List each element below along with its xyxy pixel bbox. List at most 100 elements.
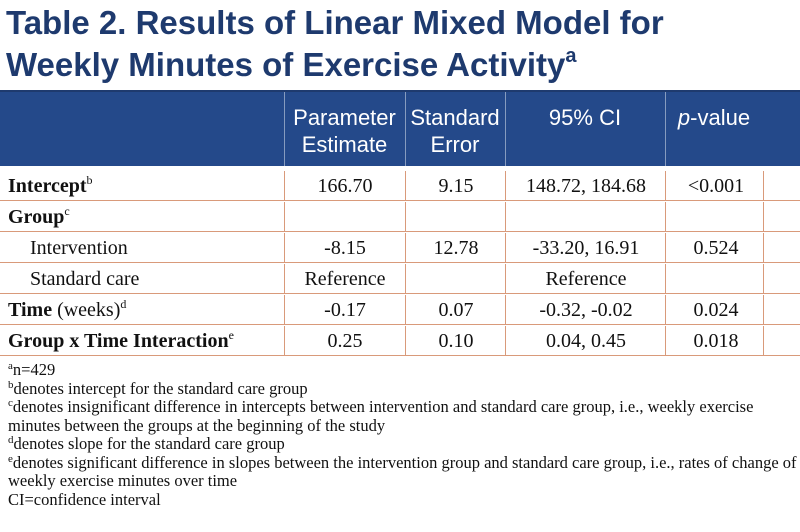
column-divider: [763, 326, 764, 355]
row-label-text: Time: [8, 299, 53, 321]
column-divider: [763, 202, 764, 231]
col-header-ci: 95% CI: [548, 105, 622, 130]
table-row: Interceptb 166.70 9.15 148.72, 184.68 <0.001: [0, 171, 800, 201]
table-title: Table 2. Results of Linear Mixed Model f…: [6, 2, 796, 86]
column-divider: [405, 295, 406, 324]
column-divider: [405, 326, 406, 355]
cell-estimate: -8.15: [324, 237, 366, 259]
table-title-footnote-mark: a: [565, 45, 577, 67]
footnote-mark: d: [8, 434, 14, 446]
footnote-text: denotes slope for the standard care grou…: [13, 434, 285, 453]
cell-ci: 148.72, 184.68: [526, 175, 646, 197]
cell-estimate: -0.17: [324, 299, 366, 321]
row-footnote-mark: c: [64, 204, 70, 218]
footnote-text: CI=confidence interval: [8, 489, 161, 509]
cell-ci: Reference: [545, 268, 627, 290]
row-label: Standard care: [30, 264, 139, 294]
row-label-text: Group x Time Interaction: [8, 330, 229, 352]
column-divider: [665, 202, 666, 231]
column-divider: [763, 171, 764, 200]
row-label-suffix: (weeks): [52, 299, 121, 321]
column-divider: [284, 171, 285, 200]
cell-pvalue: 0.024: [693, 299, 739, 321]
footnote: ddenotes slope for the standard care gro…: [8, 434, 798, 454]
footnote-text: n=429: [12, 360, 56, 379]
column-divider: [665, 326, 666, 355]
column-divider: [284, 264, 285, 293]
column-divider: [405, 264, 406, 293]
header-divider: [284, 92, 285, 166]
column-divider: [763, 233, 764, 262]
row-footnote-mark: e: [228, 328, 234, 342]
cell-estimate: Reference: [304, 268, 386, 290]
cell-pvalue: 0.524: [693, 237, 739, 259]
table-row: Groupc: [0, 202, 800, 232]
column-divider: [665, 295, 666, 324]
column-divider: [505, 264, 506, 293]
table-row: Time (weeks)d -0.17 0.07 -0.32, -0.02 0.024: [0, 295, 800, 325]
footnote-mark: a: [8, 360, 13, 372]
row-label: Interceptb: [8, 171, 93, 201]
column-divider: [284, 295, 285, 324]
row-label: Groupc: [8, 202, 70, 232]
column-divider: [284, 326, 285, 355]
column-divider: [665, 233, 666, 262]
row-label: Intervention: [30, 233, 128, 263]
col-header-se: Standard Error: [410, 105, 500, 157]
column-divider: [763, 264, 764, 293]
cell-estimate: 0.25: [327, 330, 363, 352]
cell-pvalue: [636, 264, 796, 294]
table-row: Standard care Reference Reference: [0, 264, 800, 294]
column-divider: [505, 295, 506, 324]
row-label: Group x Time Interactione: [8, 326, 234, 356]
cell-pvalue: [636, 202, 796, 232]
footnote: edenotes significant difference in slope…: [8, 452, 798, 491]
column-divider: [665, 264, 666, 293]
footnote-mark: c: [8, 397, 13, 409]
cell-pvalue: 0.018: [693, 330, 739, 352]
row-footnote-mark: b: [86, 173, 93, 187]
footnote-text: denotes insignificant difference in inte…: [8, 397, 754, 435]
header-divider: [665, 92, 666, 166]
header-divider: [505, 92, 506, 166]
column-divider: [665, 171, 666, 200]
footnote: bdenotes intercept for the standard care…: [8, 378, 798, 399]
column-divider: [284, 202, 285, 231]
row-label-text: Standard care: [30, 268, 140, 290]
header-divider: [405, 92, 406, 166]
table-row: Group x Time Interactione 0.25 0.10 0.04, 0…: [0, 326, 800, 356]
row-label-text: Intercept: [8, 175, 87, 197]
cell-estimate: 166.70: [317, 175, 373, 197]
column-divider: [405, 233, 406, 262]
column-divider: [505, 171, 506, 200]
cell-ci: 0.04, 0.45: [546, 330, 626, 352]
column-divider: [763, 295, 764, 324]
footnote-text: denotes significant difference in slopes…: [8, 452, 797, 490]
footnote-text: denotes intercept for the standard care …: [13, 378, 308, 398]
col-header-pvalue-rest: -value: [690, 105, 751, 130]
col-header-estimate: Parameter Estimate: [293, 105, 396, 157]
row-label-text: Intervention: [30, 237, 128, 259]
column-divider: [405, 171, 406, 200]
cell-se: 9.15: [438, 175, 474, 197]
column-divider: [405, 202, 406, 231]
cell-se: 0.10: [438, 330, 474, 352]
column-divider: [505, 326, 506, 355]
footnote-mark: e: [8, 452, 13, 465]
table-header: Parameter Estimate Standard Error 95% CI…: [0, 92, 800, 166]
col-header-pvalue: p-value: [665, 92, 763, 166]
cell-pvalue: <0.001: [687, 175, 745, 197]
cell-se: 12.78: [433, 237, 479, 259]
footnote-mark: b: [8, 378, 14, 391]
table-title-line1: Table 2. Results of Linear Mixed Model f…: [6, 4, 664, 41]
row-label: Time (weeks)d: [8, 295, 126, 325]
column-divider: [284, 233, 285, 262]
row-footnote-mark: d: [120, 297, 127, 311]
cell-ci: -0.32, -0.02: [539, 299, 633, 321]
column-divider: [505, 233, 506, 262]
footnote: cdenotes insignificant difference in int…: [8, 397, 798, 435]
cell-ci: -33.20, 16.91: [532, 237, 640, 259]
footnote: an=429: [8, 360, 798, 380]
column-divider: [505, 202, 506, 231]
cell-se: 0.07: [438, 299, 474, 321]
